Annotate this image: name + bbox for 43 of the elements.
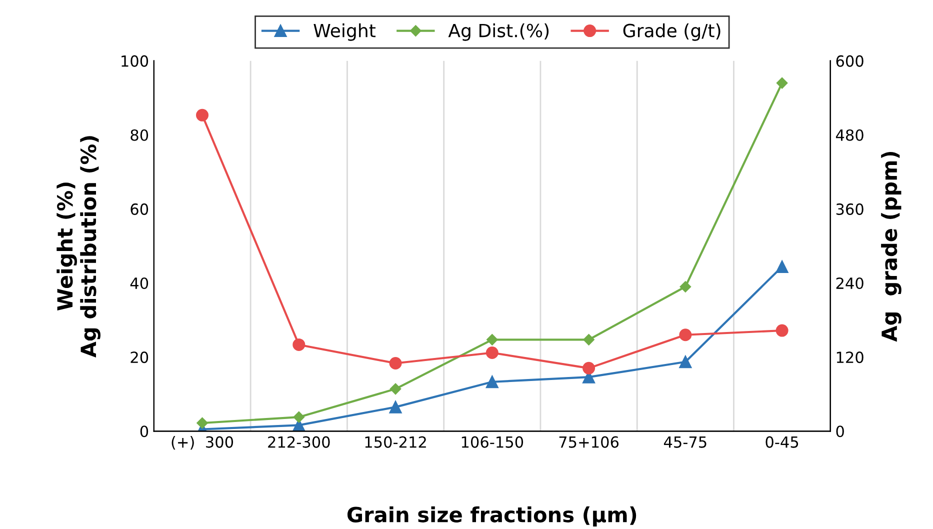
legend-label: Grade (g/t) [623, 23, 720, 41]
legend-label: Weight [314, 23, 376, 41]
y2-tick-label: 0 [836, 426, 844, 438]
y2-tick-label: 240 [836, 277, 864, 290]
y2-tick-label: 480 [836, 129, 864, 141]
point [486, 334, 498, 346]
y-tick-label: 100 [122, 55, 148, 67]
y2-tick-label: 600 [836, 55, 864, 67]
point [196, 417, 208, 429]
point [776, 77, 788, 89]
x-tick-label: 106-150 [462, 436, 524, 448]
legend-label: Ag Dist.(%) [448, 23, 549, 41]
x-tick-label: 75+106 [559, 436, 619, 448]
x-tick-label: (+) 300 [172, 436, 234, 450]
y-tick-label: 20 [130, 352, 148, 364]
y-tick-label: 0 [140, 426, 148, 438]
y-tick-label: 80 [130, 129, 148, 141]
point [292, 338, 306, 351]
point [196, 108, 209, 122]
y2-tick-label: 120 [836, 352, 864, 364]
point [582, 362, 596, 374]
x-tick-label: 0-45 [766, 436, 798, 448]
x-tick-label: 212-300 [268, 436, 330, 448]
x-tick-label: 45-75 [664, 436, 706, 448]
point [389, 400, 402, 414]
point [776, 260, 788, 273]
y-tick-label: 40 [130, 277, 148, 290]
point [293, 411, 304, 423]
y2-axis-title: Ag grade (ppm) [881, 152, 902, 342]
y-axis-title: Weight (%) Ag distribution (%) [56, 136, 100, 358]
point [680, 281, 692, 292]
point [776, 324, 788, 337]
y2-tick-label: 360 [836, 203, 864, 215]
point [583, 334, 594, 346]
point [486, 376, 498, 388]
point [390, 383, 402, 395]
x-tick-label: 150-212 [365, 436, 426, 448]
point [679, 328, 692, 342]
point [679, 356, 692, 368]
point [486, 346, 498, 360]
point [389, 356, 402, 370]
x-axis-title: Grain size fractions (µm) [347, 506, 636, 527]
y-tick-label: 60 [130, 203, 148, 215]
